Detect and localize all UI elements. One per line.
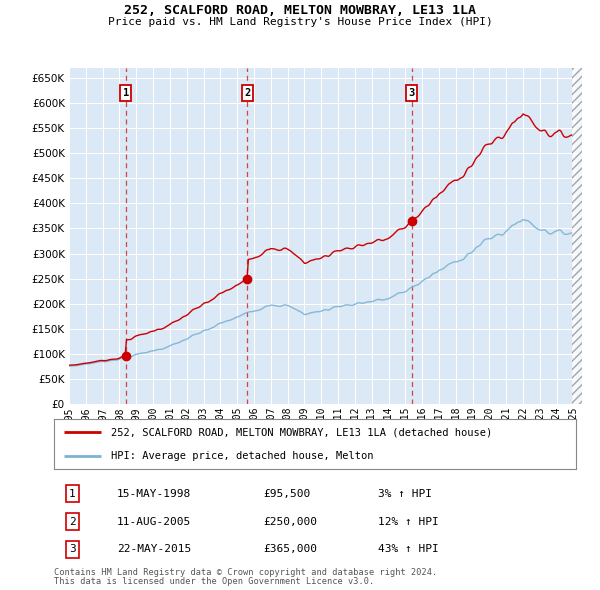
Text: 11-AUG-2005: 11-AUG-2005 — [116, 516, 191, 526]
Text: 3: 3 — [409, 88, 415, 98]
Text: 1: 1 — [122, 88, 129, 98]
Text: £95,500: £95,500 — [263, 489, 310, 499]
Text: Contains HM Land Registry data © Crown copyright and database right 2024.: Contains HM Land Registry data © Crown c… — [54, 568, 437, 576]
Text: Price paid vs. HM Land Registry's House Price Index (HPI): Price paid vs. HM Land Registry's House … — [107, 17, 493, 27]
Text: 2: 2 — [244, 88, 251, 98]
Text: 252, SCALFORD ROAD, MELTON MOWBRAY, LE13 1LA: 252, SCALFORD ROAD, MELTON MOWBRAY, LE13… — [124, 4, 476, 17]
Text: 43% ↑ HPI: 43% ↑ HPI — [377, 545, 439, 555]
Text: 252, SCALFORD ROAD, MELTON MOWBRAY, LE13 1LA (detached house): 252, SCALFORD ROAD, MELTON MOWBRAY, LE13… — [112, 427, 493, 437]
Text: 1: 1 — [122, 88, 129, 98]
Text: 15-MAY-1998: 15-MAY-1998 — [116, 489, 191, 499]
Text: 22-MAY-2015: 22-MAY-2015 — [116, 545, 191, 555]
Bar — [572, 68, 582, 404]
Text: 2: 2 — [244, 88, 251, 98]
Text: 2: 2 — [69, 516, 76, 526]
Bar — [572, 68, 582, 404]
Text: 12% ↑ HPI: 12% ↑ HPI — [377, 516, 439, 526]
Text: £250,000: £250,000 — [263, 516, 317, 526]
Text: 3: 3 — [409, 88, 415, 98]
Text: 3% ↑ HPI: 3% ↑ HPI — [377, 489, 431, 499]
Text: £365,000: £365,000 — [263, 545, 317, 555]
Text: 1: 1 — [69, 489, 76, 499]
Text: 3: 3 — [69, 545, 76, 555]
Text: HPI: Average price, detached house, Melton: HPI: Average price, detached house, Melt… — [112, 451, 374, 461]
Text: This data is licensed under the Open Government Licence v3.0.: This data is licensed under the Open Gov… — [54, 577, 374, 586]
